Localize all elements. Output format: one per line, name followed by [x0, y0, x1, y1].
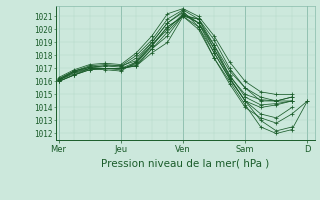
X-axis label: Pression niveau de la mer( hPa ): Pression niveau de la mer( hPa ): [101, 158, 270, 168]
